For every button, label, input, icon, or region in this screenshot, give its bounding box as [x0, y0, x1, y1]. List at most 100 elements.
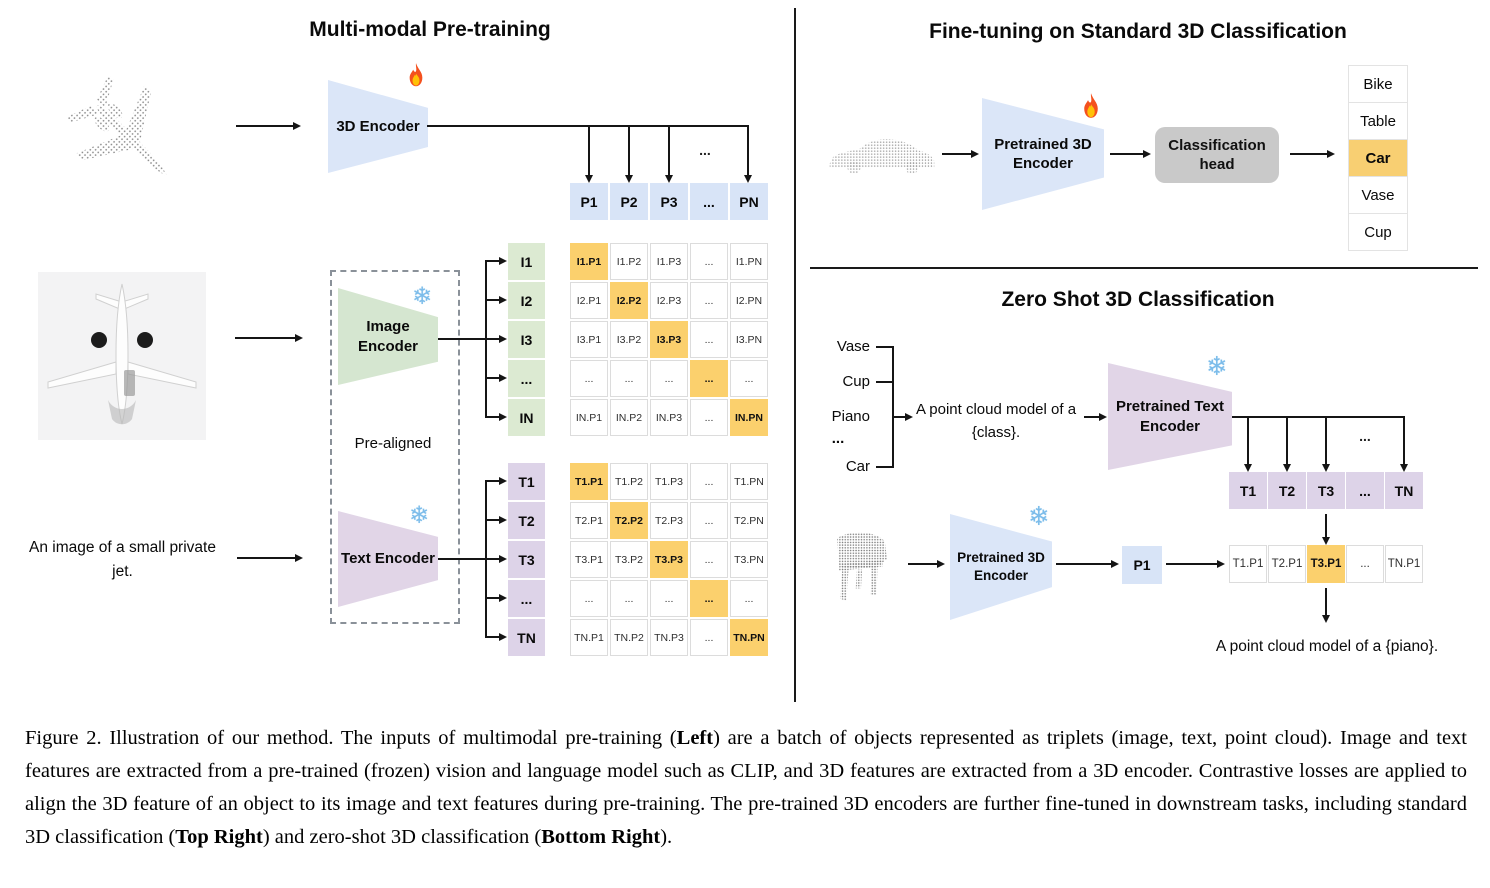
i-cell: I2	[508, 282, 545, 319]
matrix-cell: TN.P2	[610, 619, 648, 656]
classification-head: Classification head	[1155, 127, 1279, 183]
matrix-cell: ...	[690, 243, 728, 280]
zs-p1-cell: P1	[1122, 546, 1162, 584]
airplane-photo	[38, 272, 206, 440]
snowflake-icon: ❄	[1206, 352, 1228, 382]
figure-caption: Figure 2. Illustration of our method. Th…	[25, 722, 1467, 854]
t-cell: ...	[508, 580, 545, 617]
pretraining-title: Multi-modal Pre-training	[309, 18, 551, 41]
piano-point-cloud	[837, 532, 887, 601]
finetune-title: Fine-tuning on Standard 3D Classificatio…	[929, 20, 1347, 43]
arrow-to-p3	[664, 127, 673, 183]
matrix-cell: IN.PN	[730, 399, 768, 436]
zs-prompt-text: A point cloud model of a {class}.	[915, 401, 1077, 441]
p-cell: ...	[690, 183, 728, 220]
matrix-cell: TN.P1	[570, 619, 608, 656]
matrix-cell: I3.P3	[650, 321, 688, 358]
matrix-cell: T3.P1	[570, 541, 608, 578]
matrix-cell: T3.P2	[610, 541, 648, 578]
arrow-text-to-text-encoder	[237, 553, 303, 562]
arrow-to-t2	[486, 515, 507, 524]
matrix-cell: I2.P2	[610, 282, 648, 319]
caption-bold-left: Left	[676, 727, 714, 749]
matrix-cell: I3.P1	[570, 321, 608, 358]
matrix-cell: ...	[610, 580, 648, 617]
t-cell: T1	[508, 463, 545, 500]
matrix-cell: I2.PN	[730, 282, 768, 319]
t-cell: TN	[508, 619, 545, 656]
t-cell: ...	[1346, 472, 1384, 509]
caption-bold-top-right: Top Right	[175, 826, 263, 848]
matrix-cell: IN.P1	[570, 399, 608, 436]
matrix-cell: I1.P2	[610, 243, 648, 280]
zs-t-row: T1 T2 T3 ... TN	[1229, 472, 1423, 509]
matrix-cell: ...	[650, 360, 688, 397]
matrix-cell: ...	[730, 580, 768, 617]
sim-cell: T2.P1	[1268, 545, 1306, 583]
arrow-to-p2	[624, 127, 633, 183]
fire-icon	[1084, 93, 1098, 118]
t-cell: T1	[1229, 472, 1267, 509]
finetune-class-list: Bike Table Car Vase Cup	[1348, 65, 1408, 251]
text-encoder-output-line	[438, 558, 486, 560]
sim-cell: TN.P1	[1385, 545, 1423, 583]
caption-text: ) are a batch of objects represented as …	[25, 727, 1467, 848]
text-encoder-label: Text Encoder	[341, 550, 435, 568]
p-arrows-ellipsis: ...	[699, 142, 711, 158]
encoder-3d-label: 3D Encoder	[336, 117, 420, 135]
matrix-cell: ...	[650, 580, 688, 617]
matrix-cell: T2.P3	[650, 502, 688, 539]
arrow-head-to-classes	[1290, 149, 1335, 158]
class-item: Bike	[1348, 65, 1408, 103]
matrix-cell: ...	[610, 360, 648, 397]
matrix-cell: I3.PN	[730, 321, 768, 358]
bracket-tick	[876, 381, 894, 383]
caption-bold-bottom-right: Bottom Right	[541, 826, 661, 848]
t-cell: T3	[508, 541, 545, 578]
arrow-piano-to-encoder	[908, 559, 945, 568]
snowflake-icon: ❄	[1028, 502, 1050, 532]
class-item: Cup	[1348, 213, 1408, 251]
arrow-to-tn	[1399, 418, 1408, 472]
arrow-trow-to-simrow	[1321, 514, 1330, 545]
pre-aligned-label: Pre-aligned	[354, 435, 432, 452]
zs-result-text: A point cloud model of a {piano}.	[1215, 638, 1439, 655]
t-cell: T2	[508, 502, 545, 539]
pre-aligned-box	[330, 270, 460, 624]
image-caption-text: An image of a small private jet.	[29, 539, 216, 581]
fire-icon	[409, 63, 423, 87]
text-point-similarity-matrix: T1.P1 T1.P2 T1.P3 ... T1.PN T2.P1 T2.P2 …	[570, 463, 768, 656]
t-feature-column: T1 T2 T3 ... TN	[508, 463, 545, 656]
p-cell: PN	[730, 183, 768, 220]
sim-cell: T1.P1	[1229, 545, 1267, 583]
zs-class-ellipsis: ...	[831, 430, 845, 447]
sim-cell: ...	[1346, 545, 1384, 583]
image-encoder-output-line	[438, 338, 486, 340]
zs-similarity-row: T1.P1 T2.P1 T3.P1 ... TN.P1	[1229, 545, 1423, 583]
arrow-pointcloud-to-3d-encoder	[236, 121, 301, 130]
ft-pretrained-3d-encoder-label: Pretrained 3D Encoder	[994, 135, 1092, 173]
vertical-divider	[794, 8, 796, 702]
arrow-to-t3	[486, 554, 507, 563]
matrix-cell: T3.P3	[650, 541, 688, 578]
arrow-to-t2	[1282, 418, 1291, 472]
snowflake-icon: ❄	[412, 282, 433, 310]
arrow-to-i2	[486, 295, 507, 304]
matrix-cell: I1.P3	[650, 243, 688, 280]
zs-class-cup: Cup	[842, 373, 870, 390]
arrow-to-t1	[1243, 418, 1252, 472]
class-item-highlighted: Car	[1348, 139, 1408, 177]
arrow-to-t1	[486, 476, 507, 485]
matrix-cell: T1.P1	[570, 463, 608, 500]
t-cell: T3	[1307, 472, 1345, 509]
matrix-cell: I1.PN	[730, 243, 768, 280]
matrix-cell: ...	[690, 502, 728, 539]
zs-bracket-line	[892, 346, 894, 468]
i-feature-column: I1 I2 I3 ... IN	[508, 243, 545, 436]
matrix-cell: ...	[690, 282, 728, 319]
matrix-cell: I2.P1	[570, 282, 608, 319]
matrix-cell: ...	[690, 463, 728, 500]
snowflake-icon: ❄	[409, 501, 430, 529]
matrix-cell: T1.P2	[610, 463, 648, 500]
t-cell: TN	[1385, 472, 1423, 509]
